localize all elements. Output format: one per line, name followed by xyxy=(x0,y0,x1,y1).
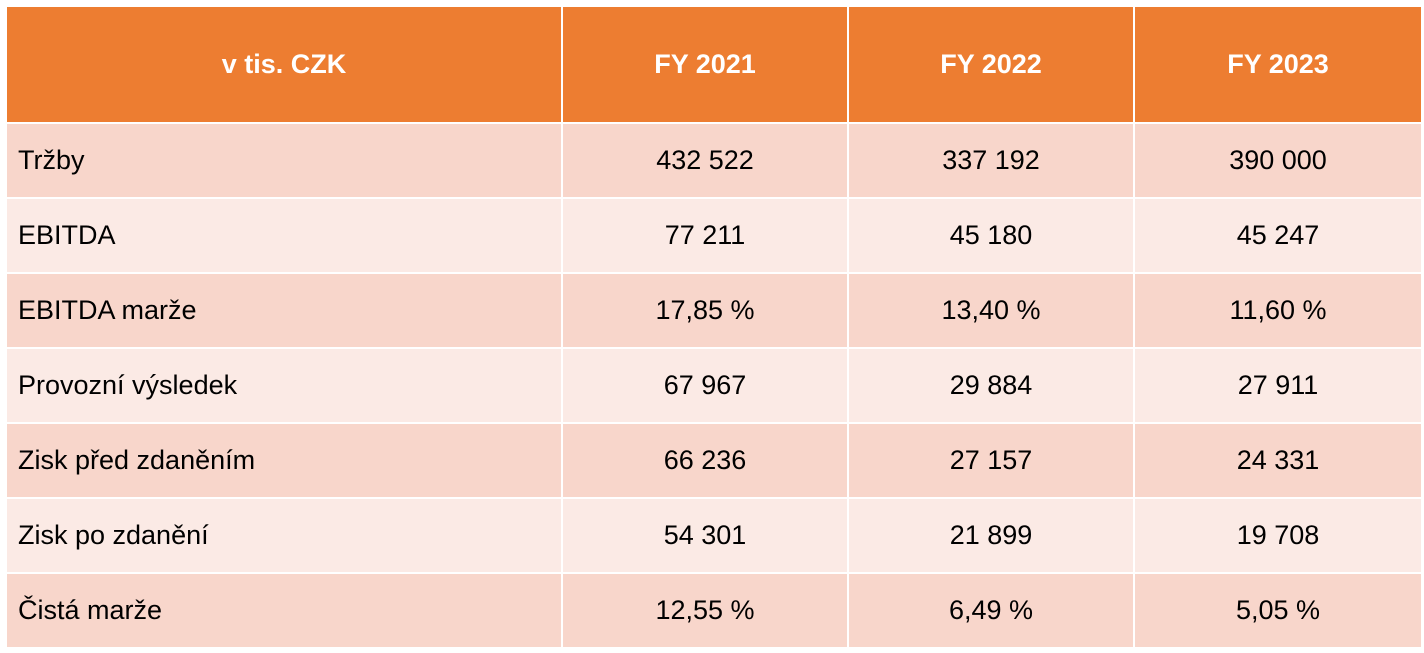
cell-fy2023: 27 911 xyxy=(1133,347,1421,424)
cell-fy2023: 5,05 % xyxy=(1133,572,1421,649)
row-label: Zisk před zdaněním xyxy=(7,422,563,499)
header-year-fy2022: FY 2022 xyxy=(847,7,1135,124)
table-row-zisk-po-zdaneni: Zisk po zdanění 54 301 21 899 19 708 xyxy=(7,497,1421,574)
header-year-fy2023: FY 2023 xyxy=(1133,7,1421,124)
table-row-zisk-pred-zdanenim: Zisk před zdaněním 66 236 27 157 24 331 xyxy=(7,422,1421,499)
cell-fy2022: 45 180 xyxy=(847,197,1135,274)
cell-fy2021: 17,85 % xyxy=(561,272,849,349)
cell-fy2023: 11,60 % xyxy=(1133,272,1421,349)
row-label: Provozní výsledek xyxy=(7,347,563,424)
cell-fy2022: 27 157 xyxy=(847,422,1135,499)
cell-fy2022: 29 884 xyxy=(847,347,1135,424)
cell-fy2023: 19 708 xyxy=(1133,497,1421,574)
cell-fy2022: 13,40 % xyxy=(847,272,1135,349)
table-row-ebitda-marze: EBITDA marže 17,85 % 13,40 % 11,60 % xyxy=(7,272,1421,349)
cell-fy2023: 24 331 xyxy=(1133,422,1421,499)
cell-fy2021: 67 967 xyxy=(561,347,849,424)
cell-fy2023: 390 000 xyxy=(1133,122,1421,199)
cell-fy2022: 21 899 xyxy=(847,497,1135,574)
cell-fy2023: 45 247 xyxy=(1133,197,1421,274)
table-row-provozni-vysledek: Provozní výsledek 67 967 29 884 27 911 xyxy=(7,347,1421,424)
cell-fy2021: 432 522 xyxy=(561,122,849,199)
cell-fy2021: 12,55 % xyxy=(561,572,849,649)
row-label: Čistá marže xyxy=(7,572,563,649)
header-unit: v tis. CZK xyxy=(7,7,563,124)
table-row-ebitda: EBITDA 77 211 45 180 45 247 xyxy=(7,197,1421,274)
financial-table: v tis. CZK FY 2021 FY 2022 FY 2023 Tržby… xyxy=(7,7,1421,649)
row-label: EBITDA marže xyxy=(7,272,563,349)
table-header-row: v tis. CZK FY 2021 FY 2022 FY 2023 xyxy=(7,7,1421,124)
cell-fy2021: 54 301 xyxy=(561,497,849,574)
cell-fy2022: 6,49 % xyxy=(847,572,1135,649)
cell-fy2022: 337 192 xyxy=(847,122,1135,199)
cell-fy2021: 77 211 xyxy=(561,197,849,274)
row-label: Tržby xyxy=(7,122,563,199)
row-label: EBITDA xyxy=(7,197,563,274)
table-row-trzby: Tržby 432 522 337 192 390 000 xyxy=(7,122,1421,199)
table-row-cista-marze: Čistá marže 12,55 % 6,49 % 5,05 % xyxy=(7,572,1421,649)
row-label: Zisk po zdanění xyxy=(7,497,563,574)
header-year-fy2021: FY 2021 xyxy=(561,7,849,124)
cell-fy2021: 66 236 xyxy=(561,422,849,499)
